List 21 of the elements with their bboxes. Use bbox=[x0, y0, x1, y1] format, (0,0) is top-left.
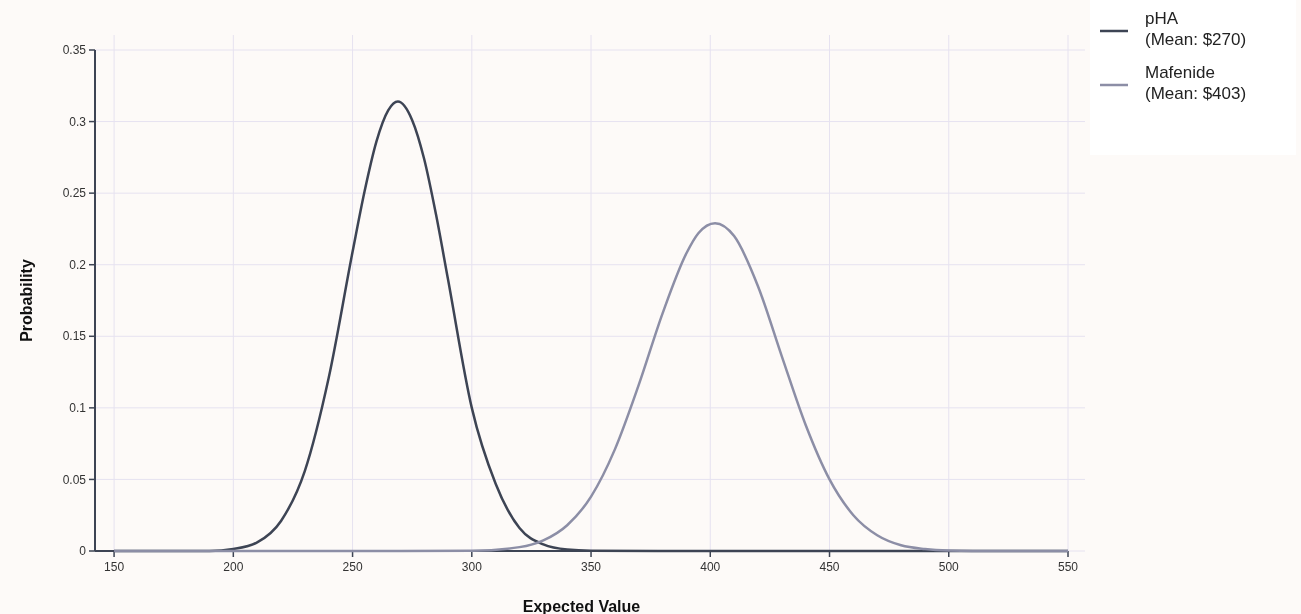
y-tick-label: 0.35 bbox=[62, 43, 87, 58]
y-tick-label: 0 bbox=[79, 544, 87, 559]
legend-label: Mafenide (Mean: $403) bbox=[1145, 62, 1247, 104]
y-tick-label: 0.3 bbox=[69, 114, 87, 129]
y-tick-label: 0.15 bbox=[62, 329, 87, 344]
x-tick-label: 400 bbox=[700, 560, 721, 574]
y-tick-label: 0.25 bbox=[62, 186, 87, 201]
x-tick-label: 150 bbox=[104, 560, 125, 574]
y-tick-label: 0.2 bbox=[69, 257, 87, 272]
y-tick-label: 0.05 bbox=[62, 472, 87, 487]
line-series bbox=[112, 221, 1070, 553]
x-tick-label: 250 bbox=[342, 560, 363, 574]
y-axis-title: Probability bbox=[18, 259, 35, 342]
x-tick-label: 300 bbox=[461, 560, 483, 574]
x-tick-label: 500 bbox=[938, 560, 960, 574]
x-tick-label: 550 bbox=[1057, 560, 1079, 574]
x-tick-label: 350 bbox=[581, 560, 602, 574]
y-tick-label: 0.1 bbox=[69, 401, 87, 416]
x-tick-label: 450 bbox=[819, 560, 840, 574]
legend-label: pHA (Mean: $270) bbox=[1145, 8, 1247, 50]
x-tick-label: 200 bbox=[223, 560, 244, 574]
